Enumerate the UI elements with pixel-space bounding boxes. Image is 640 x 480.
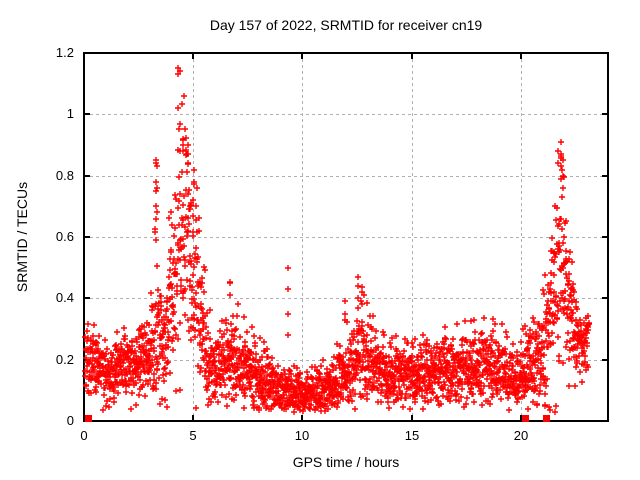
y-tick-label: 1 [67, 106, 74, 121]
x-tick-label: 0 [80, 428, 87, 443]
y-tick-label: 1.2 [56, 45, 74, 60]
plot-border [83, 52, 609, 422]
y-tick-label: 0.6 [56, 229, 74, 244]
y-tick-label: 0 [67, 413, 74, 428]
y-tick-label: 0.2 [56, 352, 74, 367]
y-tick-label: 0.8 [56, 168, 74, 183]
x-tick-label: 15 [405, 428, 419, 443]
x-axis-label: GPS time / hours [292, 454, 400, 470]
x-tick-label: 10 [295, 428, 309, 443]
scatter-points [82, 65, 592, 415]
chart-title: Day 157 of 2022, SRMTID for receiver cn1… [209, 17, 483, 33]
x-tick-label: 5 [189, 428, 196, 443]
y-tick-label: 0.4 [56, 290, 74, 305]
y-tick-labels: 0 0.2 0.4 0.6 0.8 1 1.2 [56, 45, 74, 428]
x-tick-label: 20 [514, 428, 528, 443]
x-tick-labels: 0 5 10 15 20 [80, 428, 528, 443]
zero-point-squares [85, 415, 550, 422]
